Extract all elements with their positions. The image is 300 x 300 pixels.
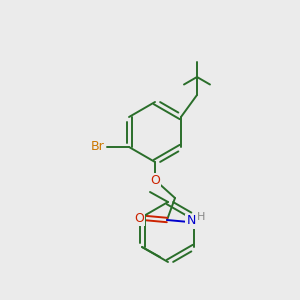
Text: O: O — [150, 173, 160, 187]
Text: H: H — [197, 212, 205, 222]
Text: N: N — [186, 214, 196, 227]
Text: O: O — [134, 212, 144, 224]
Text: Br: Br — [91, 140, 105, 154]
